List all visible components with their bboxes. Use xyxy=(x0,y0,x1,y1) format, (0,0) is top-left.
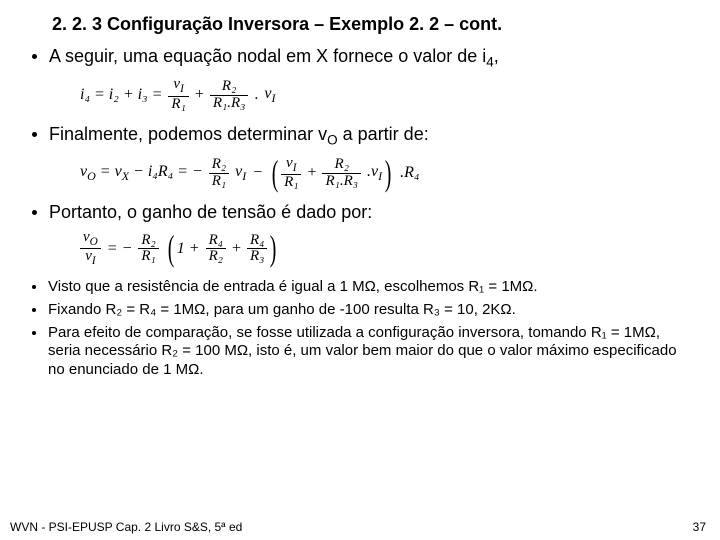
bullet-3-text: Portanto, o ganho de tensão é dado por: xyxy=(49,201,372,224)
bullet-3: Portanto, o ganho de tensão é dado por: xyxy=(24,201,696,224)
slide-footer: WVN - PSI-EPUSP Cap. 2 Livro S&S, 5ª ed … xyxy=(10,520,706,534)
bullet-dot-icon xyxy=(32,54,37,59)
bullet-dot-icon xyxy=(32,331,36,335)
bullet-2-text: Finalmente, podemos determinar vO a part… xyxy=(49,123,429,149)
bullet-1-text: A seguir, uma equação nodal em X fornece… xyxy=(49,45,499,71)
bullet-dot-icon xyxy=(32,308,36,312)
bullet-dot-icon xyxy=(32,132,37,137)
bullet-6: Para efeito de comparação, se fosse util… xyxy=(24,324,696,380)
bullet-5: Fixando R₂ = R₄ = 1MΩ, para um ganho de … xyxy=(24,301,696,320)
footer-left: WVN - PSI-EPUSP Cap. 2 Livro S&S, 5ª ed xyxy=(10,520,242,534)
bullet-1: A seguir, uma equação nodal em X fornece… xyxy=(24,45,696,71)
slide-title: 2. 2. 3 Configuração Inversora – Exemplo… xyxy=(52,14,696,35)
equation-1: i₄ = i₂ + i₃ = vIR₁ + R₂R₁.R₃ . vI xyxy=(80,77,696,113)
bullet-2: Finalmente, podemos determinar vO a part… xyxy=(24,123,696,149)
equation-3: vO vI = − R₂R₁ ( 1 + R₄R₂ + R₄R₃ ) xyxy=(80,230,696,269)
page-number: 37 xyxy=(693,520,706,534)
bullet-4: Visto que a resistência de entrada é igu… xyxy=(24,278,696,297)
bullet-5-text: Fixando R₂ = R₄ = 1MΩ, para um ganho de … xyxy=(48,301,516,320)
bullet-6-text: Para efeito de comparação, se fosse util… xyxy=(48,324,696,380)
bullet-4-text: Visto que a resistência de entrada é igu… xyxy=(48,278,538,297)
bullet-dot-icon xyxy=(32,210,37,215)
equation-2: vO = vX − i₄R₄ = − R₂R₁ vI − ( vIR₁ + R₂… xyxy=(80,156,696,192)
bullet-dot-icon xyxy=(32,285,36,289)
